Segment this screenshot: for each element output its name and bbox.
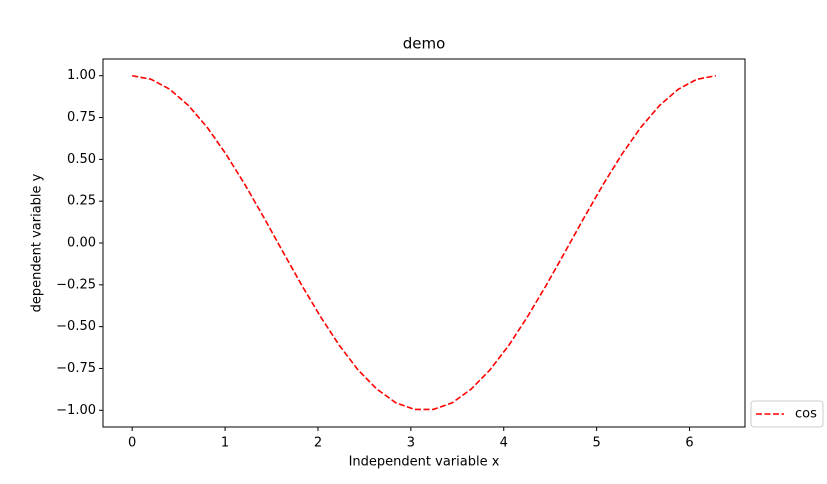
x-tick-label: 3 bbox=[407, 436, 415, 451]
y-axis-label: dependent variable y bbox=[30, 173, 45, 312]
legend-label: cos bbox=[795, 407, 817, 422]
chart-title: demo bbox=[403, 35, 446, 53]
x-tick-label: 2 bbox=[314, 436, 322, 451]
data-line bbox=[132, 74, 716, 411]
x-tick-label: 6 bbox=[685, 436, 693, 451]
x-tick-label: 4 bbox=[500, 436, 508, 451]
y-tick-label: 0.75 bbox=[67, 110, 96, 125]
y-tick-label: 0.00 bbox=[67, 236, 96, 251]
y-tick-label: −1.00 bbox=[56, 403, 96, 418]
legend-box bbox=[750, 400, 824, 428]
y-tick-label: −0.50 bbox=[56, 319, 96, 334]
y-tick-label: 0.25 bbox=[67, 194, 96, 209]
x-axis-label: Independent variable x bbox=[349, 455, 500, 470]
y-tick-label: 0.50 bbox=[67, 152, 96, 167]
y-tick-label: −0.25 bbox=[56, 277, 96, 292]
x-tick-label: 1 bbox=[221, 436, 229, 451]
y-tick-label: 1.00 bbox=[67, 68, 96, 83]
x-tick-label: 5 bbox=[593, 436, 601, 451]
x-tick-label: 0 bbox=[128, 436, 136, 451]
plot-frame bbox=[102, 58, 746, 428]
y-tick-label: −0.75 bbox=[56, 361, 96, 376]
